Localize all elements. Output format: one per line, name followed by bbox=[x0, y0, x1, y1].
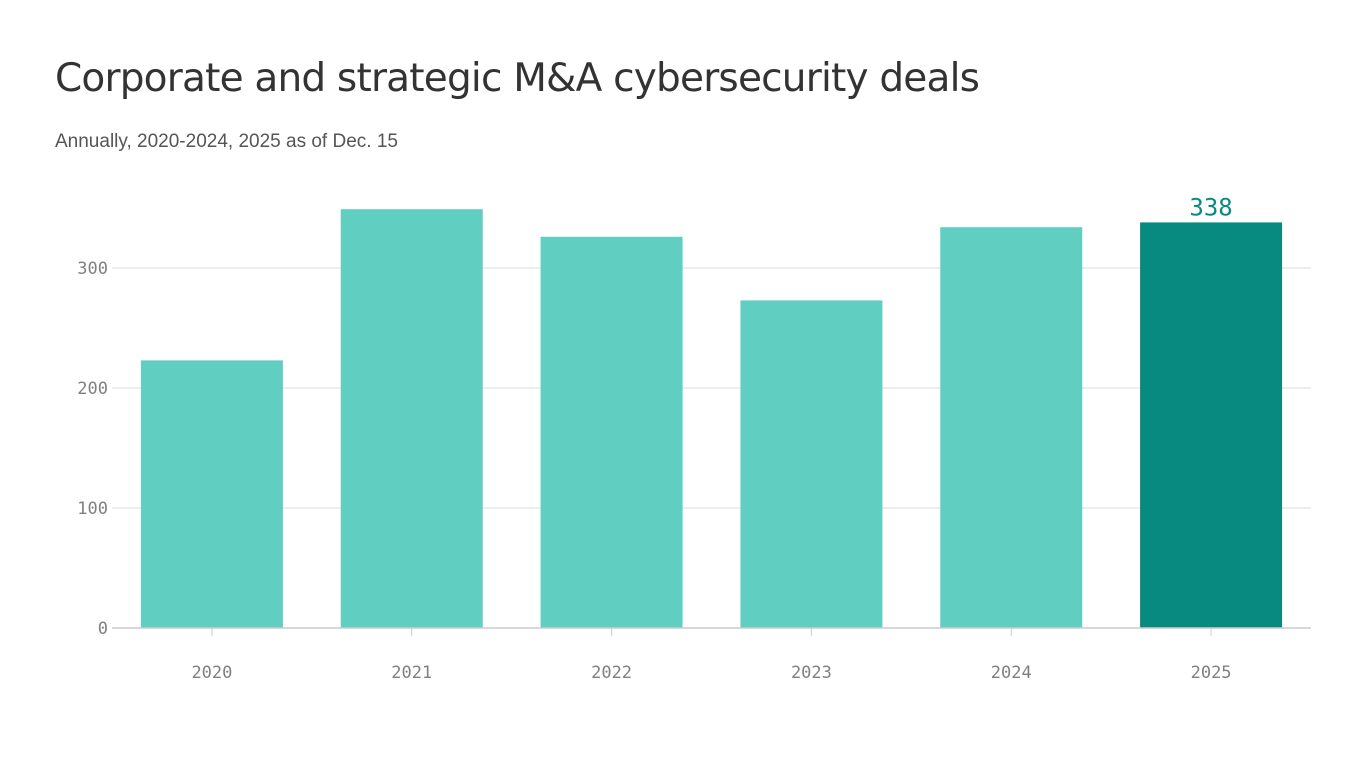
bar-2022 bbox=[540, 236, 683, 629]
y-axis-ticks: 0 100 200 300 bbox=[77, 259, 108, 639]
data-labels: 338 bbox=[1189, 193, 1232, 221]
y-tick-label-300: 300 bbox=[77, 259, 108, 279]
x-tick-label-2021: 2021 bbox=[391, 663, 432, 683]
grid-lines bbox=[112, 267, 1311, 509]
y-tick-label-100: 100 bbox=[77, 499, 108, 519]
chart-title: Corporate and strategic M&A cybersecurit… bbox=[55, 56, 980, 101]
chart-subtitle: Annually, 2020-2024, 2025 as of Dec. 15 bbox=[55, 131, 398, 152]
bar-2024 bbox=[940, 227, 1083, 628]
data-label-2025: 338 bbox=[1189, 193, 1232, 221]
x-tick-label-2025: 2025 bbox=[1191, 663, 1232, 683]
x-tick-label-2020: 2020 bbox=[191, 663, 232, 683]
bar-2020 bbox=[140, 360, 283, 628]
x-tick-label-2023: 2023 bbox=[791, 663, 832, 683]
y-tick-label-200: 200 bbox=[77, 379, 108, 399]
bars bbox=[140, 209, 1283, 629]
bar-2021 bbox=[340, 209, 483, 628]
x-tick-label-2022: 2022 bbox=[591, 663, 632, 683]
x-axis-ticks: 2020 2021 2022 2023 2024 2025 bbox=[191, 628, 1232, 683]
bar-2023 bbox=[740, 300, 883, 628]
bar-2025 bbox=[1140, 222, 1283, 628]
x-tick-label-2024: 2024 bbox=[991, 663, 1032, 683]
y-tick-label-0: 0 bbox=[98, 619, 108, 639]
